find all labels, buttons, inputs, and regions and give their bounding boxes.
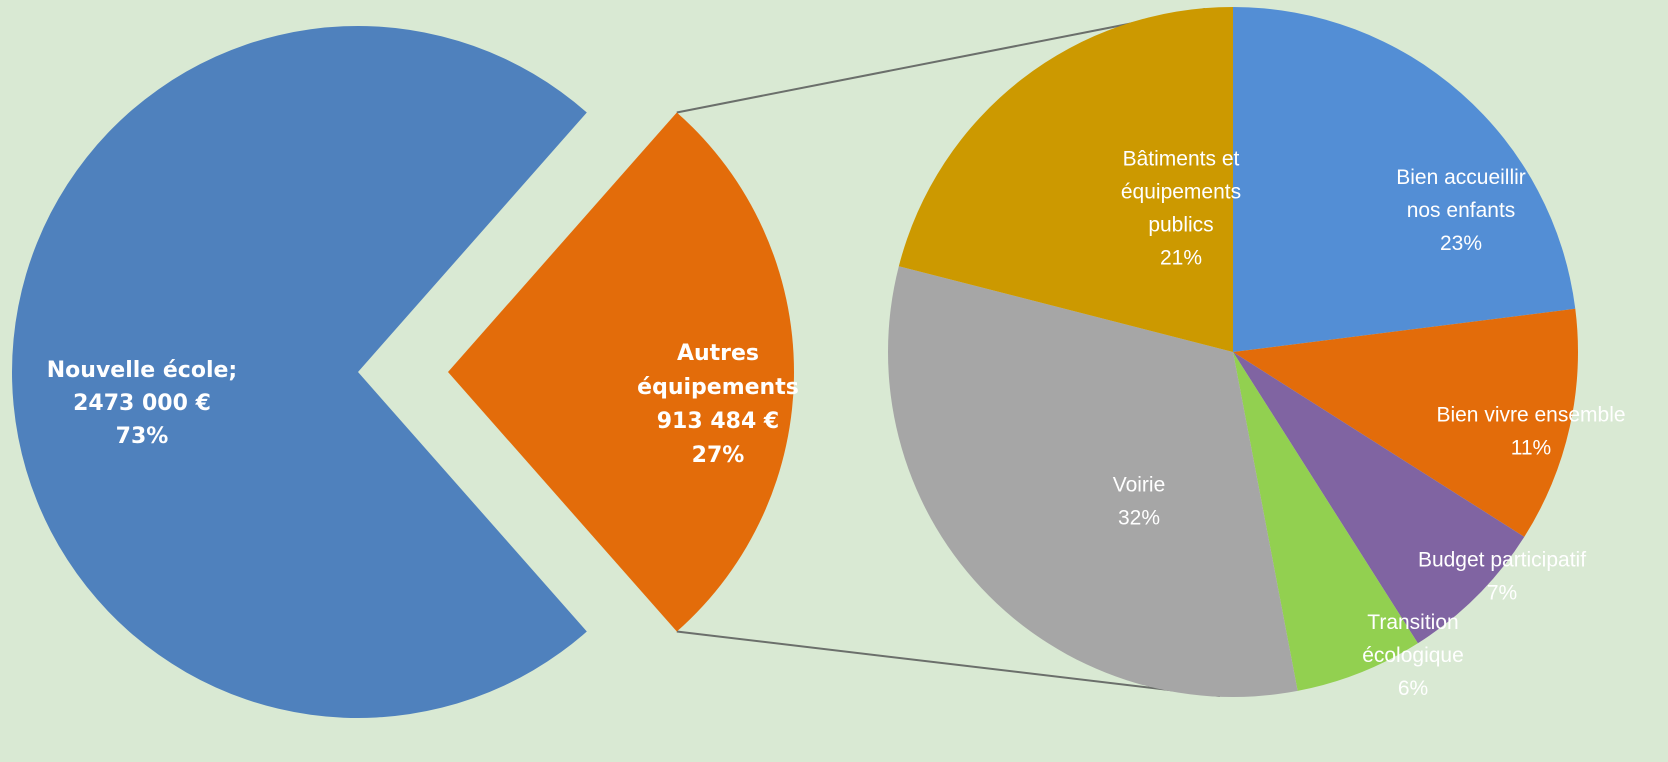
data-label-bien-accueillir-nos-enfants-line: Bien accueillir — [1396, 166, 1526, 189]
slice-budget-participatif — [1233, 352, 1525, 644]
data-label-budget-participatif: Budget participatif 7% — [1418, 549, 1586, 605]
data-label-nouvelle-ecole: Nouvelle école; 2473 000 € 73% — [47, 358, 237, 449]
slice-transition-ecologique — [1233, 352, 1418, 691]
data-label-transition-ecologique-line: écologique — [1362, 644, 1464, 667]
data-label-nouvelle-ecole-line: 2473 000 € — [73, 391, 211, 416]
data-label-bien-accueillir-nos-enfants: Bien accueillir nos enfants 23% — [1396, 166, 1526, 255]
data-label-transition-ecologique-line: Transition — [1367, 611, 1458, 634]
data-label-voirie: Voirie 32% — [1113, 474, 1166, 530]
data-label-autres-equipements-line: équipements — [637, 375, 799, 400]
data-label-bien-vivre-ensemble: Bien vivre ensemble 11% — [1436, 404, 1625, 460]
data-label-autres-equipements: Autres équipements 913 484 € 27% — [637, 341, 799, 468]
data-label-transition-ecologique: Transition écologique 6% — [1362, 611, 1464, 700]
slice-batiments-et-equipements-publics — [898, 7, 1233, 352]
data-label-bien-vivre-ensemble-line: Bien vivre ensemble — [1436, 404, 1625, 427]
data-label-budget-participatif-line: Budget participatif — [1418, 549, 1586, 572]
connector-line-bottom — [676, 630, 1221, 697]
data-label-batiments-et-equipements-publics-line: Bâtiments et — [1123, 148, 1240, 171]
data-label-budget-participatif-line: 7% — [1487, 582, 1517, 605]
connector-line-top — [676, 8, 1206, 114]
data-label-nouvelle-ecole-line: Nouvelle école; — [47, 358, 237, 383]
data-label-batiments-et-equipements-publics-line: 21% — [1160, 247, 1202, 270]
data-label-autres-equipements-line: 913 484 € — [657, 409, 779, 434]
data-label-voirie-line: Voirie — [1113, 474, 1166, 497]
slice-voirie — [888, 266, 1298, 697]
slice-bien-vivre-ensemble — [1233, 308, 1578, 537]
data-label-nouvelle-ecole-line: 73% — [116, 424, 169, 449]
slice-bien-accueillir-nos-enfants — [1233, 7, 1576, 352]
data-label-bien-accueillir-nos-enfants-line: nos enfants — [1407, 199, 1516, 222]
data-label-bien-accueillir-nos-enfants-line: 23% — [1440, 232, 1482, 255]
data-label-batiments-et-equipements-publics-line: équipements — [1121, 181, 1241, 204]
slice-autres-equipements — [448, 112, 794, 632]
data-label-transition-ecologique-line: 6% — [1398, 677, 1428, 700]
data-label-autres-equipements-line: 27% — [692, 443, 745, 468]
data-label-voirie-line: 32% — [1118, 507, 1160, 530]
data-label-autres-equipements-line: Autres — [677, 341, 759, 366]
slice-nouvelle-ecole — [11, 25, 587, 718]
data-label-bien-vivre-ensemble-line: 11% — [1511, 437, 1551, 460]
data-label-batiments-et-equipements-publics: Bâtiments et équipements publics 21% — [1121, 148, 1241, 270]
data-label-batiments-et-equipements-publics-line: publics — [1148, 214, 1213, 237]
